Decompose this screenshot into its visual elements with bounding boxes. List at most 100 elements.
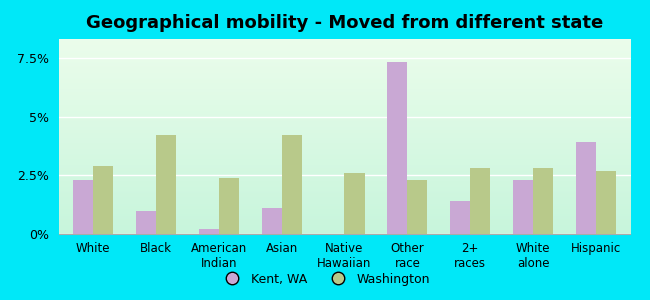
Bar [58, 228, 630, 229]
Bar [58, 215, 630, 216]
Bar [58, 146, 630, 147]
Bar [58, 172, 630, 173]
Bar [58, 195, 630, 196]
Bar [58, 78, 630, 79]
Bar [58, 99, 630, 100]
Bar [58, 165, 630, 166]
Bar [58, 46, 630, 47]
Bar [58, 157, 630, 158]
Bar [58, 232, 630, 233]
Bar [58, 104, 630, 105]
Bar [58, 90, 630, 91]
Bar [58, 65, 630, 66]
Bar [58, 77, 630, 78]
Bar [58, 57, 630, 58]
Bar [58, 41, 630, 42]
Bar [58, 74, 630, 75]
Bar [58, 111, 630, 112]
Bar [58, 143, 630, 144]
Bar [58, 230, 630, 231]
Bar [58, 226, 630, 227]
Bar [58, 97, 630, 98]
Bar [58, 64, 630, 65]
Bar [58, 162, 630, 163]
Bar [58, 210, 630, 211]
Bar [58, 192, 630, 193]
Bar [58, 229, 630, 230]
Bar [58, 114, 630, 115]
Bar [58, 85, 630, 86]
Bar [58, 135, 630, 136]
Bar [58, 86, 630, 87]
Bar [58, 126, 630, 127]
Bar [576, 142, 596, 234]
Bar [58, 136, 630, 137]
Bar [58, 233, 630, 234]
Bar [58, 191, 630, 192]
Bar [281, 135, 302, 234]
Bar [58, 221, 630, 222]
Bar [58, 119, 630, 120]
Bar [58, 89, 630, 90]
Bar [58, 168, 630, 169]
Bar [58, 47, 630, 48]
Bar [58, 170, 630, 171]
Legend: Kent, WA, Washington: Kent, WA, Washington [214, 268, 436, 291]
Bar [58, 92, 630, 93]
Bar [58, 186, 630, 187]
Bar [58, 194, 630, 195]
Bar [58, 69, 630, 70]
Bar [58, 48, 630, 49]
Bar [58, 155, 630, 156]
Bar [58, 53, 630, 54]
Bar [58, 137, 630, 138]
Bar [156, 135, 176, 234]
Bar [58, 79, 630, 80]
Bar [58, 82, 630, 83]
Bar [58, 164, 630, 165]
Bar [58, 121, 630, 122]
Bar [58, 88, 630, 89]
Bar [58, 196, 630, 197]
Bar [408, 180, 428, 234]
Bar [513, 180, 533, 234]
Bar [58, 68, 630, 69]
Bar [58, 44, 630, 45]
Bar [58, 223, 630, 224]
Bar [58, 128, 630, 129]
Bar [58, 71, 630, 72]
Bar [58, 83, 630, 84]
Bar [58, 185, 630, 186]
Bar [58, 66, 630, 67]
Bar [58, 163, 630, 164]
Bar [58, 149, 630, 150]
Bar [58, 161, 630, 162]
Bar [58, 112, 630, 113]
Bar [199, 229, 219, 234]
Bar [73, 180, 93, 234]
Bar [58, 127, 630, 128]
Bar [58, 175, 630, 176]
Bar [58, 205, 630, 206]
Bar [58, 115, 630, 116]
Bar [58, 231, 630, 232]
Bar [58, 142, 630, 143]
Bar [58, 158, 630, 159]
Bar [58, 178, 630, 179]
Bar [58, 156, 630, 157]
Bar [58, 197, 630, 198]
Bar [58, 179, 630, 180]
Bar [58, 174, 630, 175]
Bar [58, 49, 630, 50]
Bar [58, 159, 630, 160]
Bar [58, 67, 630, 68]
Bar [58, 43, 630, 44]
Bar [58, 173, 630, 174]
Bar [58, 100, 630, 101]
Bar [58, 50, 630, 51]
Bar [58, 95, 630, 96]
Bar [58, 124, 630, 125]
Bar [58, 169, 630, 170]
Bar [58, 217, 630, 218]
Bar [58, 73, 630, 74]
